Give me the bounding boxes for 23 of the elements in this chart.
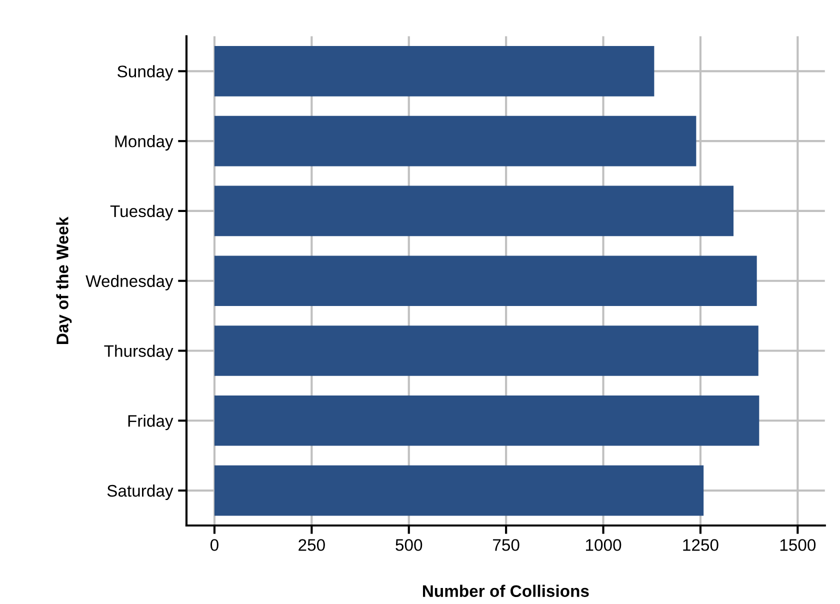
x-tick-label: 500 [396,539,422,551]
y-tick-label: Wednesday [86,274,174,290]
x-tick-label: 1000 [586,539,622,551]
y-tick-label: Friday [128,414,174,430]
y-tick-label: Sunday [118,65,174,81]
x-tick-label: 1500 [780,539,816,551]
x-tick-label: 750 [493,539,520,551]
y-tick-label: Monday [115,135,174,151]
y-axis-title: Day of the Week [56,216,72,344]
bar [214,326,758,376]
x-axis-title: Number of Collisions [423,584,589,598]
y-tick-label: Tuesday [110,204,174,220]
y-tick-label: Thursday [104,344,174,360]
bar [214,46,654,96]
x-tick-label: 250 [298,539,325,551]
bar [214,395,760,446]
x-tick-label: 0 [210,539,218,551]
bar [214,465,704,516]
x-tick-label: 1250 [683,539,718,551]
bar [214,256,757,306]
y-tick-label: Saturday [107,484,174,500]
bar [214,186,734,236]
bar [214,116,696,166]
